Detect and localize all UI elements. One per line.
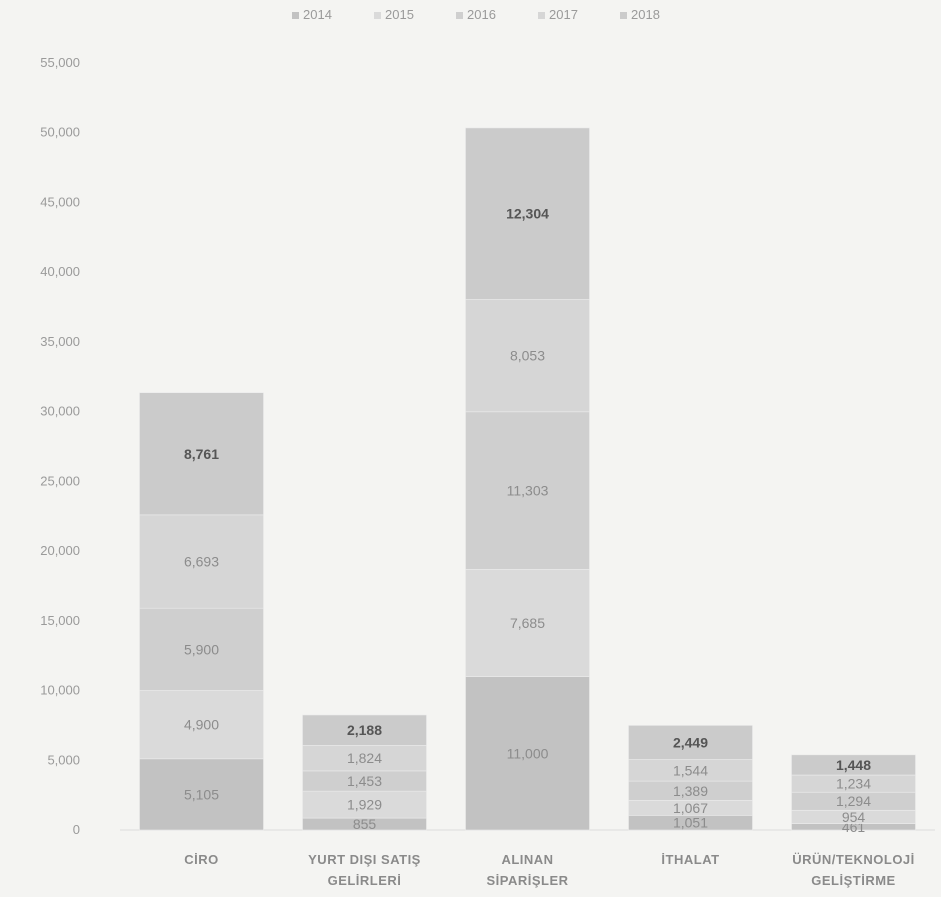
legend-swatch	[538, 12, 545, 19]
y-tick-label: 35,000	[40, 334, 80, 349]
data-label: 1,389	[673, 783, 708, 799]
data-label: 6,693	[184, 554, 219, 570]
bar-segment	[139, 392, 264, 516]
bar-segment	[465, 411, 590, 570]
y-tick-label: 40,000	[40, 264, 80, 279]
bar-segment	[465, 127, 590, 300]
bar-segment	[139, 758, 264, 831]
y-tick-label: 10,000	[40, 683, 80, 698]
data-label: 7,685	[510, 615, 545, 631]
x-category-label: SİPARİŞLER	[486, 873, 568, 888]
bar-segment	[302, 714, 427, 746]
data-label: 1,824	[347, 750, 382, 766]
bar-segment	[628, 725, 753, 760]
data-label: 1,453	[347, 773, 382, 789]
bar-segment	[139, 690, 264, 760]
bar-segment	[302, 790, 427, 819]
data-label: 1,929	[347, 797, 382, 813]
data-label: 2,188	[347, 722, 382, 738]
y-tick-label: 50,000	[40, 125, 80, 140]
data-label: 12,304	[506, 206, 549, 222]
data-label: 1,067	[673, 800, 708, 816]
y-tick-label: 30,000	[40, 404, 80, 419]
data-label: 4,900	[184, 717, 219, 733]
x-category-label: YURT DIŞI SATIŞ	[308, 852, 421, 867]
legend-label: 2015	[385, 7, 414, 22]
x-category-label: GELİRLERİ	[328, 873, 402, 888]
data-label: 2,449	[673, 734, 708, 750]
y-tick-label: 5,000	[47, 752, 80, 767]
bar-segment	[791, 754, 916, 776]
bar-segment	[139, 514, 264, 609]
y-tick-label: 55,000	[40, 55, 80, 70]
data-label: 1,544	[673, 762, 708, 778]
data-label: 11,000	[507, 745, 549, 761]
data-label: 5,105	[184, 786, 219, 802]
x-category-label: İTHALAT	[661, 852, 719, 867]
data-label: 11,303	[507, 483, 549, 499]
bar-segment	[302, 745, 427, 772]
data-label: 1,051	[673, 815, 708, 831]
legend-swatch	[456, 12, 463, 19]
x-category-label: CİRO	[184, 852, 219, 867]
y-tick-label: 15,000	[40, 613, 80, 628]
legend-swatch	[292, 12, 299, 19]
legend-swatch	[374, 12, 381, 19]
data-label: 1,294	[836, 793, 871, 809]
data-label: 8,761	[184, 446, 219, 462]
data-label: 5,900	[184, 641, 219, 657]
data-label: 8,053	[510, 348, 545, 364]
x-category-label: ALINAN	[501, 852, 553, 867]
bar-segment	[465, 299, 590, 413]
legend-label: 2018	[631, 7, 660, 22]
x-category-label: ÜRÜN/TEKNOLOJİ	[792, 852, 915, 867]
x-category-label: GELİŞTİRME	[811, 873, 895, 888]
data-label: 954	[842, 809, 866, 825]
bar-segment	[465, 569, 590, 677]
bar-segment	[139, 607, 264, 691]
y-tick-label: 0	[73, 822, 80, 837]
legend-label: 2014	[303, 7, 332, 22]
legend-label: 2017	[549, 7, 578, 22]
y-tick-label: 45,000	[40, 194, 80, 209]
legend-swatch	[620, 12, 627, 19]
data-label: 1,448	[836, 757, 871, 773]
bar-segment	[465, 676, 590, 831]
data-label: 855	[353, 816, 377, 832]
y-tick-label: 20,000	[40, 543, 80, 558]
legend-label: 2016	[467, 7, 496, 22]
y-tick-label: 25,000	[40, 473, 80, 488]
data-label: 1,234	[836, 776, 871, 792]
